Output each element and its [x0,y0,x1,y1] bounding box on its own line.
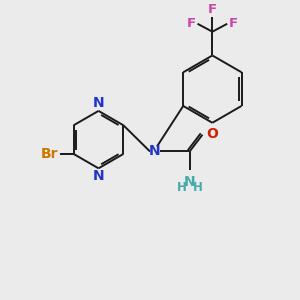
Text: F: F [208,3,217,16]
Text: F: F [229,17,238,30]
Text: N: N [93,169,104,183]
Text: N: N [93,96,104,110]
Text: H: H [193,181,202,194]
Text: N: N [184,175,195,189]
Text: N: N [149,145,161,158]
Text: H: H [177,181,187,194]
Text: Br: Br [40,147,58,161]
Text: F: F [186,17,196,30]
Text: O: O [206,127,218,141]
